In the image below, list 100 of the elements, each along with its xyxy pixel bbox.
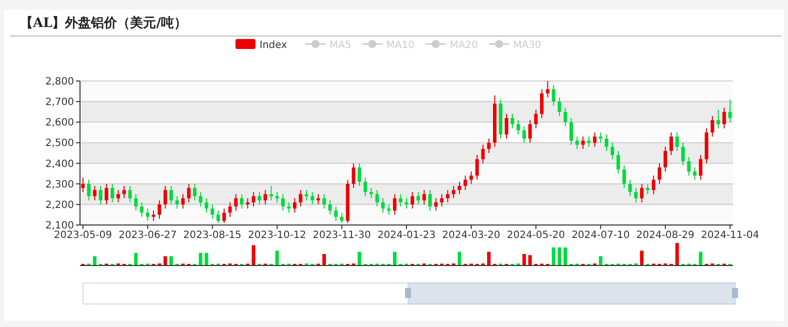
y-tick-label: 2,600 xyxy=(45,118,74,129)
candlestick xyxy=(358,162,362,186)
candlestick xyxy=(264,190,268,205)
candlestick xyxy=(716,109,720,129)
candlestick xyxy=(569,118,573,146)
candlestick xyxy=(81,177,85,193)
candlestick xyxy=(634,187,638,203)
candlestick xyxy=(452,185,456,199)
candlestick xyxy=(487,138,491,154)
candlestick xyxy=(192,183,196,201)
candlestick xyxy=(140,202,144,218)
candlestick xyxy=(164,185,168,210)
candlestick xyxy=(604,134,608,152)
candlestick xyxy=(146,208,150,222)
candlestick xyxy=(404,198,408,210)
candlestick xyxy=(352,162,356,188)
candlestick xyxy=(722,107,726,129)
candlestick xyxy=(440,194,444,207)
candlestick xyxy=(175,196,179,210)
candlestick xyxy=(687,156,691,176)
candlestick xyxy=(587,136,591,148)
candlestick xyxy=(222,208,226,224)
candlestick xyxy=(387,204,391,216)
candlestick xyxy=(246,198,250,210)
candlestick xyxy=(122,185,126,199)
candlestick xyxy=(287,202,291,214)
candlestick xyxy=(710,115,714,138)
candlestick xyxy=(622,164,626,188)
candlestick xyxy=(598,132,602,144)
candlestick xyxy=(258,192,262,205)
candlestick xyxy=(392,194,396,216)
bar xyxy=(552,247,556,265)
candlestick xyxy=(516,120,520,135)
candlestick xyxy=(322,194,326,210)
candlestick xyxy=(428,190,432,212)
bar xyxy=(522,254,526,265)
legend-label: Index xyxy=(260,40,288,51)
bar xyxy=(458,252,462,265)
x-tick-label: 2023-08-15 xyxy=(183,230,242,241)
candlestick xyxy=(652,175,656,195)
candlestick xyxy=(469,171,473,184)
candlestick xyxy=(575,136,579,150)
candlestick xyxy=(398,194,402,207)
y-tick-label: 2,100 xyxy=(45,220,74,232)
candlestick xyxy=(204,198,208,214)
x-tick-label: 2024-03-20 xyxy=(442,230,500,241)
candlestick xyxy=(410,192,414,210)
bar xyxy=(198,252,202,265)
candlestick xyxy=(669,132,673,156)
bar xyxy=(598,256,602,265)
x-tick-label: 2023-10-12 xyxy=(248,230,306,241)
y-tick-label: 2,200 xyxy=(45,200,74,211)
y-tick-label: 2,400 xyxy=(45,158,74,170)
chart-title: 【AL】外盘铝价（美元/吨） xyxy=(20,15,187,31)
candlestick xyxy=(728,99,732,123)
candlestick xyxy=(116,190,120,203)
candlestick xyxy=(252,192,256,207)
candlestick xyxy=(546,80,550,98)
candlestick xyxy=(110,183,114,203)
x-tick-label: 2023-11-30 xyxy=(312,230,371,241)
candlestick xyxy=(281,194,285,212)
candlestick xyxy=(364,177,368,197)
candlestick xyxy=(681,142,685,166)
candlestick xyxy=(158,200,162,220)
candlestick xyxy=(216,210,220,224)
y-tick-label: 2,500 xyxy=(45,138,74,150)
candlestick xyxy=(464,175,468,191)
candlestick xyxy=(658,162,662,184)
candlestick xyxy=(187,183,191,203)
candlestick xyxy=(628,179,632,197)
candlestick xyxy=(152,210,156,222)
candlestick xyxy=(528,120,532,144)
candlestick xyxy=(610,142,614,160)
candlestick xyxy=(304,190,308,201)
bar xyxy=(558,247,562,265)
bar xyxy=(698,252,702,265)
x-tick-label: 2023-05-09 xyxy=(54,230,112,241)
candlestick xyxy=(416,192,420,205)
candlestick xyxy=(92,185,96,201)
candlestick xyxy=(434,198,438,212)
candlestick xyxy=(134,194,138,212)
bar xyxy=(564,247,568,265)
candlestick xyxy=(422,190,426,205)
candlestick xyxy=(481,144,485,164)
candlestick xyxy=(181,194,185,210)
candlestick xyxy=(334,206,338,222)
candlestick xyxy=(510,113,514,129)
x-tick-label: 2024-05-20 xyxy=(506,230,565,241)
x-tick-label: 2024-01-23 xyxy=(377,230,436,241)
bar xyxy=(134,252,138,265)
candlestick xyxy=(198,192,202,207)
bar xyxy=(640,250,644,265)
candlestick xyxy=(504,113,508,140)
candlestick xyxy=(275,192,279,203)
candlestick xyxy=(475,154,479,180)
candlestick xyxy=(540,88,544,119)
candlestick xyxy=(292,198,296,214)
candlestick xyxy=(298,190,302,207)
candlestick xyxy=(458,181,462,195)
candlestick xyxy=(646,183,650,195)
